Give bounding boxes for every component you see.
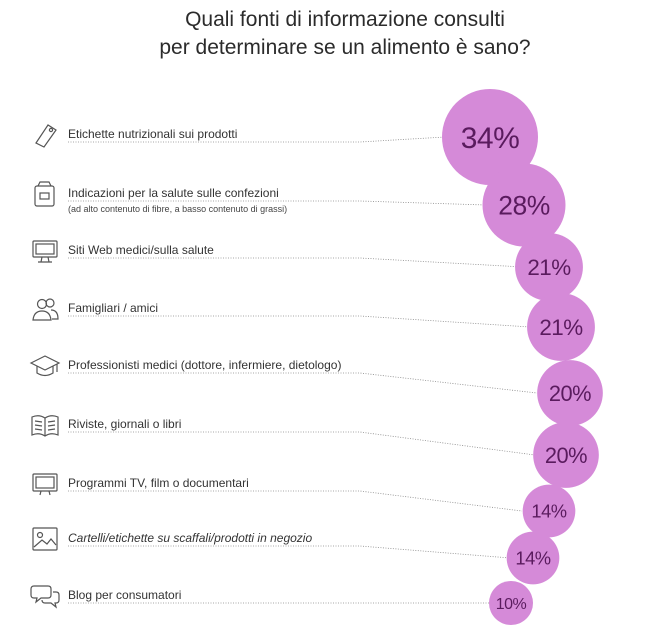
leader-line: [68, 490, 523, 512]
value-bubble: [522, 484, 576, 538]
category-label: Cartelli/etichette su scaffali/prodotti …: [68, 531, 313, 545]
value-bubble: [537, 360, 603, 426]
value-label: 28%: [498, 191, 550, 221]
package-icon: [30, 180, 60, 208]
category-label: Etichette nutrizionali sui prodotti: [68, 127, 238, 141]
leader-line: [68, 257, 524, 268]
leader-line: [68, 315, 531, 328]
value-label: 14%: [515, 548, 550, 569]
value-label: 20%: [545, 443, 587, 468]
monitor-icon: [30, 237, 60, 265]
value-bubble: [527, 293, 595, 361]
category-label: Indicazioni per la salute sulle confezio…: [68, 186, 279, 200]
value-label: 10%: [496, 596, 527, 613]
leader-line: [68, 545, 511, 559]
value-bubble: [506, 531, 560, 585]
value-bubble: [515, 233, 583, 301]
value-bubble: [489, 581, 533, 625]
category-sublabel: (ad alto contenuto di fibre, a basso con…: [68, 204, 288, 214]
category-label: Famigliari / amici: [68, 301, 159, 315]
category-label: Riviste, giornali o libri: [68, 417, 182, 431]
category-label: Programmi TV, film o documentari: [68, 476, 249, 490]
leader-line: [68, 431, 536, 456]
value-label: 34%: [461, 122, 520, 155]
people-icon: [30, 295, 60, 323]
graduation-cap-icon: [29, 352, 61, 380]
tv-icon: [30, 470, 60, 498]
leader-line: [68, 372, 538, 394]
chart-title-line-1: Quali fonti di informazione consulti: [185, 8, 505, 31]
category-label: Siti Web medici/sulla salute: [68, 243, 214, 257]
value-label: 14%: [531, 501, 566, 522]
value-label: 20%: [549, 381, 591, 406]
value-bubble: [482, 163, 566, 247]
tag-icon: [30, 121, 60, 149]
category-label: Professionisti medici (dottore, infermie…: [68, 358, 342, 372]
value-bubble: [533, 422, 599, 488]
value-label: 21%: [527, 255, 571, 280]
chart-title: Quali fonti di informazione consulti per…: [0, 6, 650, 62]
value-label: 21%: [539, 315, 583, 340]
image-icon: [30, 525, 60, 553]
chart-title-line-2: per determinare se un alimento è sano?: [159, 36, 531, 59]
book-icon: [30, 411, 60, 439]
chat-bubbles-icon: [30, 582, 60, 610]
value-bubble: [442, 89, 538, 185]
category-label: Blog per consumatori: [68, 588, 182, 602]
